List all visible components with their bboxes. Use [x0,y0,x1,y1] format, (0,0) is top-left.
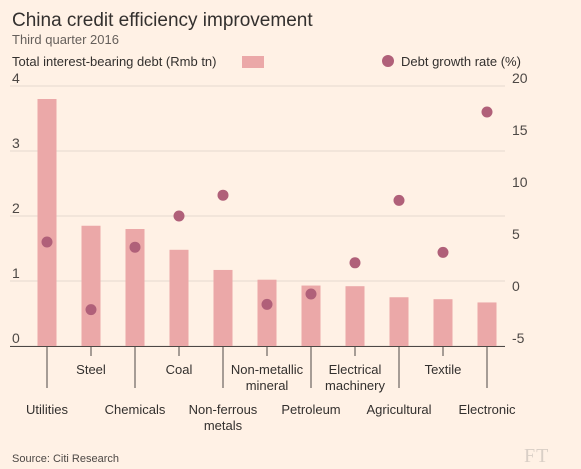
legend-swatch-growth [382,55,394,67]
growth-dot [41,236,53,248]
debt-bar [257,279,277,346]
category-label: Petroleum [281,402,340,417]
debt-bar [213,269,233,346]
left-axis: 0 1 2 3 4 [12,70,20,346]
category-label: Electrical [329,362,382,377]
left-tick-label: 0 [12,330,20,346]
category-label: mineral [246,378,289,393]
growth-dot [85,304,97,316]
growth-dot [261,298,273,310]
debt-bar [345,286,365,346]
debt-bar [301,285,321,346]
category-label: Coal [166,362,193,377]
debt-bar [125,229,145,346]
right-axis: -5 0 5 10 15 20 [512,70,528,346]
right-tick-label: 5 [512,226,520,242]
growth-dot [217,189,229,201]
bars [37,99,497,346]
chart-title: China credit efficiency improvement [12,10,313,31]
right-tick-label: 20 [512,70,528,86]
legend-label-growth: Debt growth rate (%) [401,54,521,69]
category-label: Textile [425,362,462,377]
growth-dot [437,246,449,258]
right-tick-label: 15 [512,122,528,138]
category-label: machinery [325,378,385,393]
right-tick-label: 10 [512,174,528,190]
growth-dot [173,210,185,222]
right-tick-label: -5 [512,330,525,346]
category-label: Utilities [26,402,68,417]
growth-dot [393,194,405,206]
debt-bar [389,297,409,346]
dots [41,106,493,316]
legend-label-debt: Total interest-bearing debt (Rmb tn) [12,54,216,69]
left-tick-label: 3 [12,135,20,151]
left-tick-label: 2 [12,200,20,216]
category-label: Electronic [458,402,516,417]
legend-swatch-debt [242,56,264,68]
growth-dot [129,241,141,253]
source-note: Source: Citi Research [12,453,119,465]
category-label: Non-metallic [231,362,304,377]
category-label: Chemicals [105,402,166,417]
growth-dot [481,106,493,118]
legend: Total interest-bearing debt (Rmb tn) Deb… [12,54,521,69]
debt-bar [81,225,101,346]
category-label: Steel [76,362,106,377]
left-tick-label: 4 [12,70,20,86]
chart-subtitle: Third quarter 2016 [12,32,119,47]
growth-dot [305,288,317,300]
right-tick-label: 0 [512,278,520,294]
category-label: Agricultural [366,402,431,417]
category-label: Non-ferrous [189,402,258,417]
debt-bar [37,99,57,346]
debt-bar [169,249,189,346]
debt-bar [477,302,497,346]
growth-dot [349,257,361,269]
left-tick-label: 1 [12,265,20,281]
category-labels: Utilities Steel Chemicals Coal Non-ferrousme… [26,346,516,433]
category-label: metals [204,418,243,433]
ft-logo: FT [524,445,549,467]
debt-bar [433,299,453,346]
